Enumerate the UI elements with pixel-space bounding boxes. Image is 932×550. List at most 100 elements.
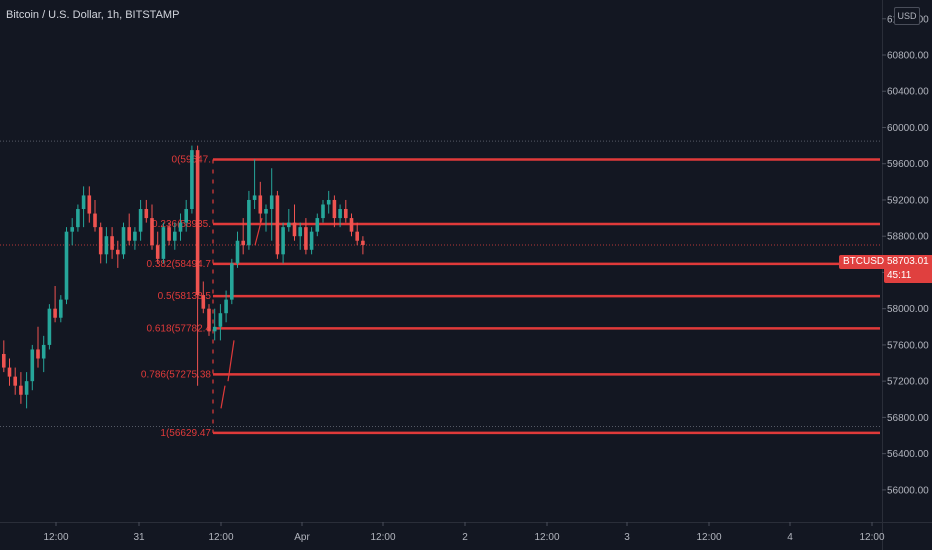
candle-body[interactable] [53,308,57,318]
price-tick-label: 60000.00 [887,123,929,134]
candle-body[interactable] [173,231,177,241]
candle-body[interactable] [349,218,354,232]
candle-body[interactable] [161,227,166,259]
time-tick-label: Apr [294,532,310,543]
candle-body[interactable] [292,222,297,237]
candle-body[interactable] [275,195,280,255]
price-tick-label: 56800.00 [887,413,929,424]
price-tick-label: 56400.00 [887,449,929,460]
price-tick-label: 58000.00 [887,304,929,315]
time-tick-label: 31 [133,532,145,543]
candle-body[interactable] [167,227,171,241]
price-tick-label: 57200.00 [887,377,929,388]
time-tick-label: 12:00 [208,532,233,543]
candle-body[interactable] [59,299,63,318]
candle-body[interactable] [150,218,154,246]
candle-body[interactable] [287,222,291,228]
candle-body[interactable] [258,195,263,214]
candle-body[interactable] [93,213,97,228]
candle-body[interactable] [2,353,6,368]
last-price-value: 58703.01 [887,256,929,267]
price-tick-label: 56000.00 [887,485,929,496]
candle-body[interactable] [321,204,325,219]
fib-trend-segment [254,217,263,246]
candle-body[interactable] [315,218,320,232]
candle-body[interactable] [41,344,46,359]
price-tick-label: 57600.00 [887,340,929,351]
candle-body[interactable] [281,227,285,255]
fib-level-label: 1(56629.47 [160,428,211,439]
candle-body[interactable] [184,209,188,223]
candle-body[interactable] [247,199,251,246]
candle-body[interactable] [218,313,223,327]
candle-body[interactable] [252,195,257,200]
candle-body[interactable] [269,195,274,210]
candle-body[interactable] [309,231,314,250]
plot-area[interactable] [0,0,882,522]
currency-label[interactable]: USD [894,7,920,25]
candle-body[interactable] [230,263,234,300]
time-tick-label: 12:00 [696,532,721,543]
candle-body[interactable] [30,349,35,382]
fib-level-label: 0.382(58494.7 [146,259,211,270]
candle-body[interactable] [127,227,131,241]
candle-body[interactable] [24,381,29,395]
candle-body[interactable] [298,227,302,237]
candle-body[interactable] [116,249,120,255]
candle-body[interactable] [133,231,137,241]
candle-body[interactable] [70,227,74,232]
candle-body[interactable] [13,376,17,386]
candle-body[interactable] [235,240,240,264]
candle-body[interactable] [7,367,12,377]
fib-level-label: 0.618(57782.4 [146,323,211,334]
candle-body[interactable] [19,385,23,395]
candle-body[interactable] [338,209,342,219]
candle-body[interactable] [104,236,109,255]
price-tick-label: 60400.00 [887,87,929,98]
price-tick-label: 58800.00 [887,232,929,243]
candle-body[interactable] [361,240,365,245]
candle-body[interactable] [326,199,331,205]
time-tick-label: 12:00 [43,532,68,543]
fib-level-label: 0.786(57275.38 [141,369,212,380]
time-tick-label: 3 [624,532,630,543]
candle-countdown: 45:11 [887,270,912,281]
candle-body[interactable] [224,299,228,314]
candle-body[interactable] [195,150,200,296]
candle-body[interactable] [178,222,183,232]
candle-body[interactable] [241,240,245,246]
time-tick-label: 12:00 [534,532,559,543]
candle-body[interactable] [212,326,217,332]
candle-body[interactable] [355,231,359,241]
candle-body[interactable] [47,308,52,345]
price-tick-label: 59200.00 [887,195,929,206]
last-price-badge: 58703.01 45:11 [884,255,932,283]
candle-body[interactable] [201,295,206,309]
candle-body[interactable] [344,209,348,219]
candle-body[interactable] [190,150,194,210]
candle-body[interactable] [207,308,211,332]
price-tick-label: 59600.00 [887,159,929,170]
candle-body[interactable] [121,227,126,255]
fib-level-label: 0.5(58138.5 [158,291,212,302]
time-tick-label: 2 [462,532,468,543]
candle-body[interactable] [304,227,308,250]
time-tick-label: 12:00 [370,532,395,543]
candle-body[interactable] [110,236,114,250]
candle-body[interactable] [332,199,337,219]
time-tick-label: 12:00 [859,532,884,543]
price-tick-label: 60800.00 [887,51,929,62]
last-price-symbol-badge: BTCUSD [839,255,889,269]
candle-body[interactable] [144,209,149,219]
candle-body[interactable] [138,209,143,232]
candle-body[interactable] [64,231,69,300]
candle-body[interactable] [81,195,86,210]
fib-trend-segment [220,385,226,409]
candle-body[interactable] [76,209,80,228]
candle-body[interactable] [98,227,103,255]
candle-body[interactable] [87,195,92,214]
candle-body[interactable] [36,349,40,359]
candle-body[interactable] [264,209,268,214]
candle-body[interactable] [155,245,160,259]
